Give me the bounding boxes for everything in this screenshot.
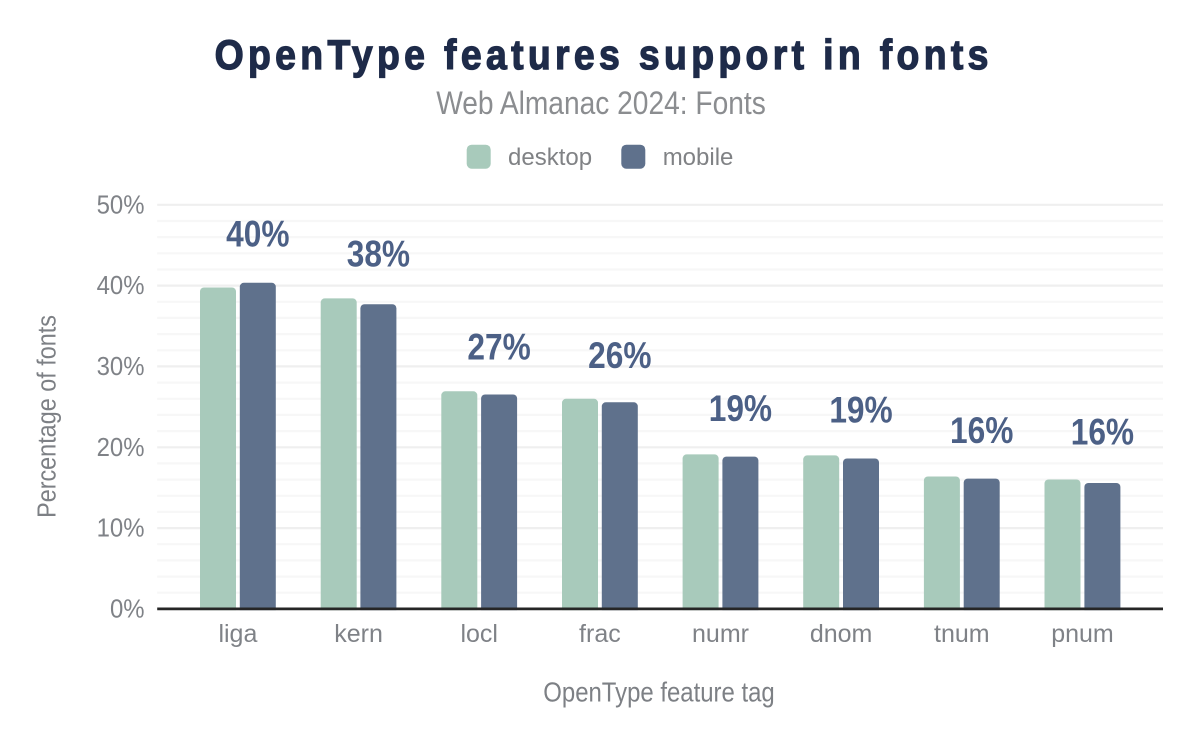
svg-text:27%: 27% (467, 327, 530, 368)
svg-text:10%: 10% (97, 514, 145, 543)
svg-text:OpenType feature tag: OpenType feature tag (543, 676, 774, 708)
svg-text:20%: 20% (97, 433, 145, 462)
svg-text:38%: 38% (347, 234, 410, 275)
svg-text:OpenType features support in f: OpenType features support in fonts (215, 32, 993, 78)
svg-text:16%: 16% (950, 411, 1013, 452)
svg-text:19%: 19% (709, 389, 772, 430)
svg-text:desktop: desktop (508, 144, 592, 171)
svg-text:16%: 16% (1071, 412, 1134, 453)
svg-text:Web Almanac 2024: Fonts: Web Almanac 2024: Fonts (436, 87, 766, 122)
svg-text:mobile: mobile (663, 144, 734, 171)
svg-text:Percentage of fonts: Percentage of fonts (33, 315, 61, 518)
svg-text:numr: numr (692, 620, 749, 648)
svg-text:30%: 30% (97, 352, 145, 381)
svg-text:pnum: pnum (1051, 620, 1114, 648)
svg-text:19%: 19% (829, 390, 892, 431)
svg-text:26%: 26% (588, 336, 651, 377)
svg-text:dnom: dnom (810, 620, 873, 648)
svg-text:40%: 40% (226, 214, 289, 255)
svg-text:0%: 0% (110, 595, 145, 624)
svg-text:frac: frac (579, 620, 621, 648)
svg-text:liga: liga (218, 620, 257, 648)
svg-text:50%: 50% (97, 190, 145, 219)
svg-text:tnum: tnum (934, 620, 990, 648)
svg-text:40%: 40% (97, 271, 145, 300)
svg-text:kern: kern (334, 620, 383, 648)
svg-text:locl: locl (460, 620, 498, 648)
